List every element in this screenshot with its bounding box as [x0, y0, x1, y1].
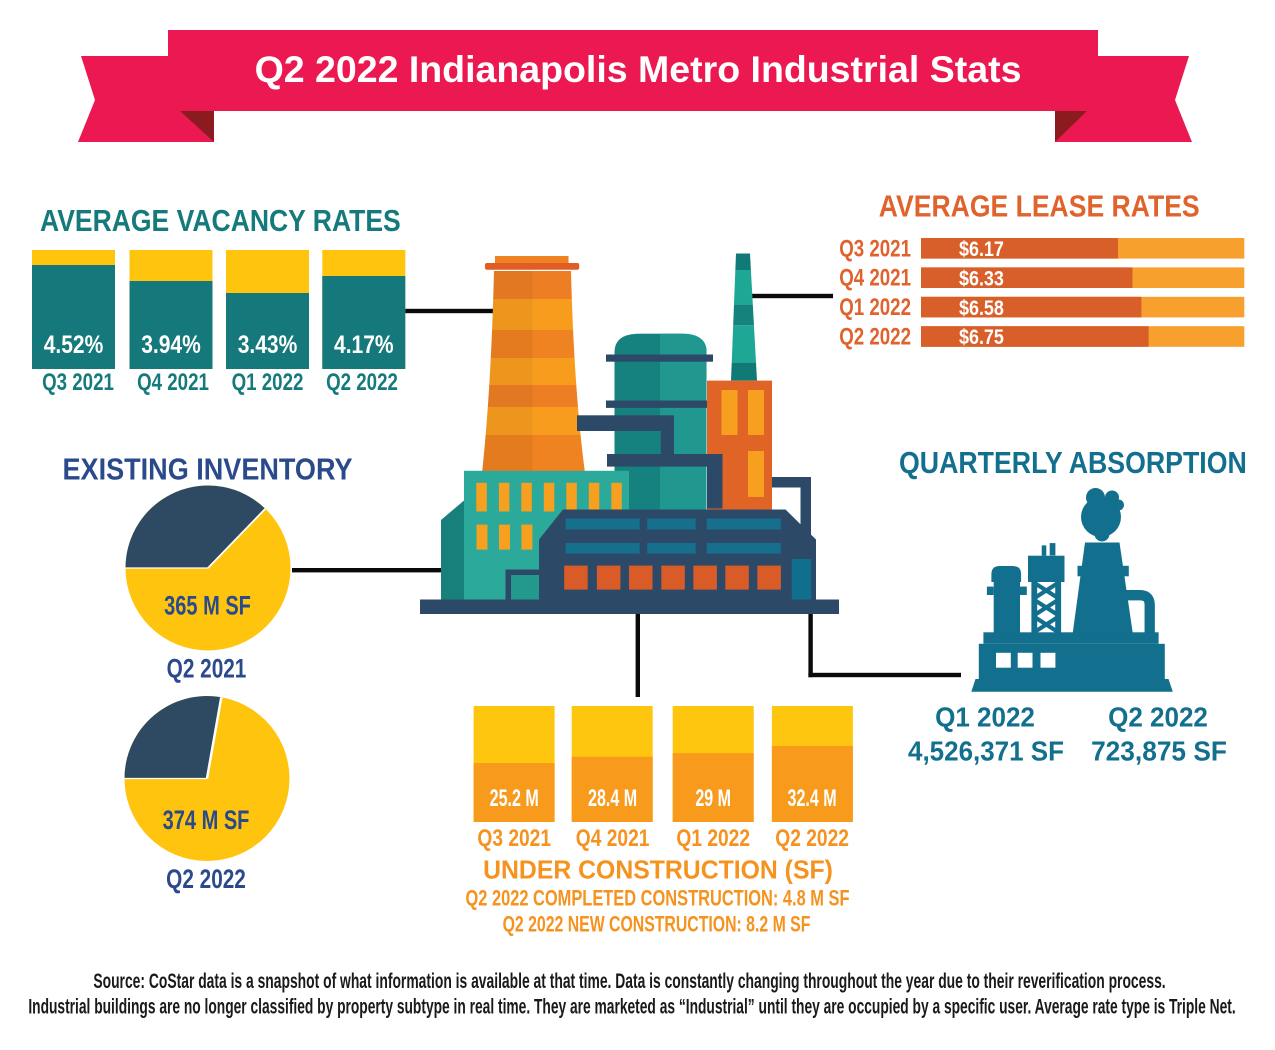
svg-text:Q4 2021: Q4 2021 [576, 824, 650, 852]
svg-text:Q2 2022: Q2 2022 [1108, 702, 1208, 733]
svg-text:374 M SF: 374 M SF [163, 805, 250, 836]
svg-text:Q3 2021: Q3 2021 [477, 824, 551, 852]
svg-text:Q2 2022 NEW CONSTRUCTION: 8.2: Q2 2022 NEW CONSTRUCTION: 8.2 M SF [503, 912, 811, 937]
svg-text:365 M SF: 365 M SF [164, 591, 251, 622]
svg-text:Q4 2021: Q4 2021 [839, 265, 911, 292]
svg-text:3.43%: 3.43% [238, 330, 298, 358]
svg-text:Q1 2022: Q1 2022 [232, 369, 304, 396]
svg-text:$6.17: $6.17 [959, 238, 1004, 262]
svg-text:3.94%: 3.94% [141, 330, 201, 358]
svg-text:$6.33: $6.33 [959, 267, 1004, 291]
svg-text:Q3 2021: Q3 2021 [839, 235, 911, 262]
svg-text:4,526,371 SF: 4,526,371 SF [908, 736, 1064, 767]
svg-text:$6.75: $6.75 [959, 326, 1004, 350]
svg-text:Q2 2022 COMPLETED CONSTRUCTION: Q2 2022 COMPLETED CONSTRUCTION: 4.8 M SF [465, 886, 849, 911]
svg-text:Q1 2022: Q1 2022 [935, 702, 1035, 733]
svg-text:25.2 M: 25.2 M [490, 786, 539, 812]
svg-text:Q2 2021: Q2 2021 [167, 654, 247, 684]
svg-text:723,875 SF: 723,875 SF [1091, 735, 1227, 767]
svg-text:UNDER CONSTRUCTION (SF): UNDER CONSTRUCTION (SF) [483, 856, 833, 885]
svg-text:29 M: 29 M [695, 786, 731, 812]
svg-text:Source: CoStar data is a snaps: Source: CoStar data is a snapshot of wha… [93, 969, 1165, 993]
svg-text:Q2 2022 Indianapolis Metro Ind: Q2 2022 Indianapolis Metro Industrial St… [255, 48, 1022, 90]
svg-text:Industrial buildings are no lo: Industrial buildings are no longer class… [28, 994, 1235, 1018]
svg-text:AVERAGE LEASE RATES: AVERAGE LEASE RATES [879, 190, 1200, 224]
svg-text:Q2 2022: Q2 2022 [326, 369, 398, 396]
svg-text:Q1 2022: Q1 2022 [839, 294, 911, 321]
svg-text:Q2 2022: Q2 2022 [839, 323, 911, 350]
svg-text:$6.58: $6.58 [959, 297, 1004, 321]
svg-text:Q2 2022: Q2 2022 [775, 824, 849, 852]
svg-text:Q3 2021: Q3 2021 [42, 369, 114, 396]
svg-text:EXISTING INVENTORY: EXISTING INVENTORY [63, 453, 353, 487]
svg-text:Q4 2021: Q4 2021 [137, 369, 209, 396]
svg-text:28.4 M: 28.4 M [588, 786, 637, 812]
svg-text:AVERAGE VACANCY RATES: AVERAGE VACANCY RATES [40, 204, 401, 238]
svg-text:Q1 2022: Q1 2022 [676, 824, 750, 852]
svg-text:32.4 M: 32.4 M [788, 786, 837, 812]
svg-text:4.52%: 4.52% [44, 330, 104, 358]
svg-text:Q2 2022: Q2 2022 [166, 865, 246, 895]
svg-text:4.17%: 4.17% [334, 330, 394, 358]
svg-text:QUARTERLY ABSORPTION: QUARTERLY ABSORPTION [899, 447, 1247, 481]
